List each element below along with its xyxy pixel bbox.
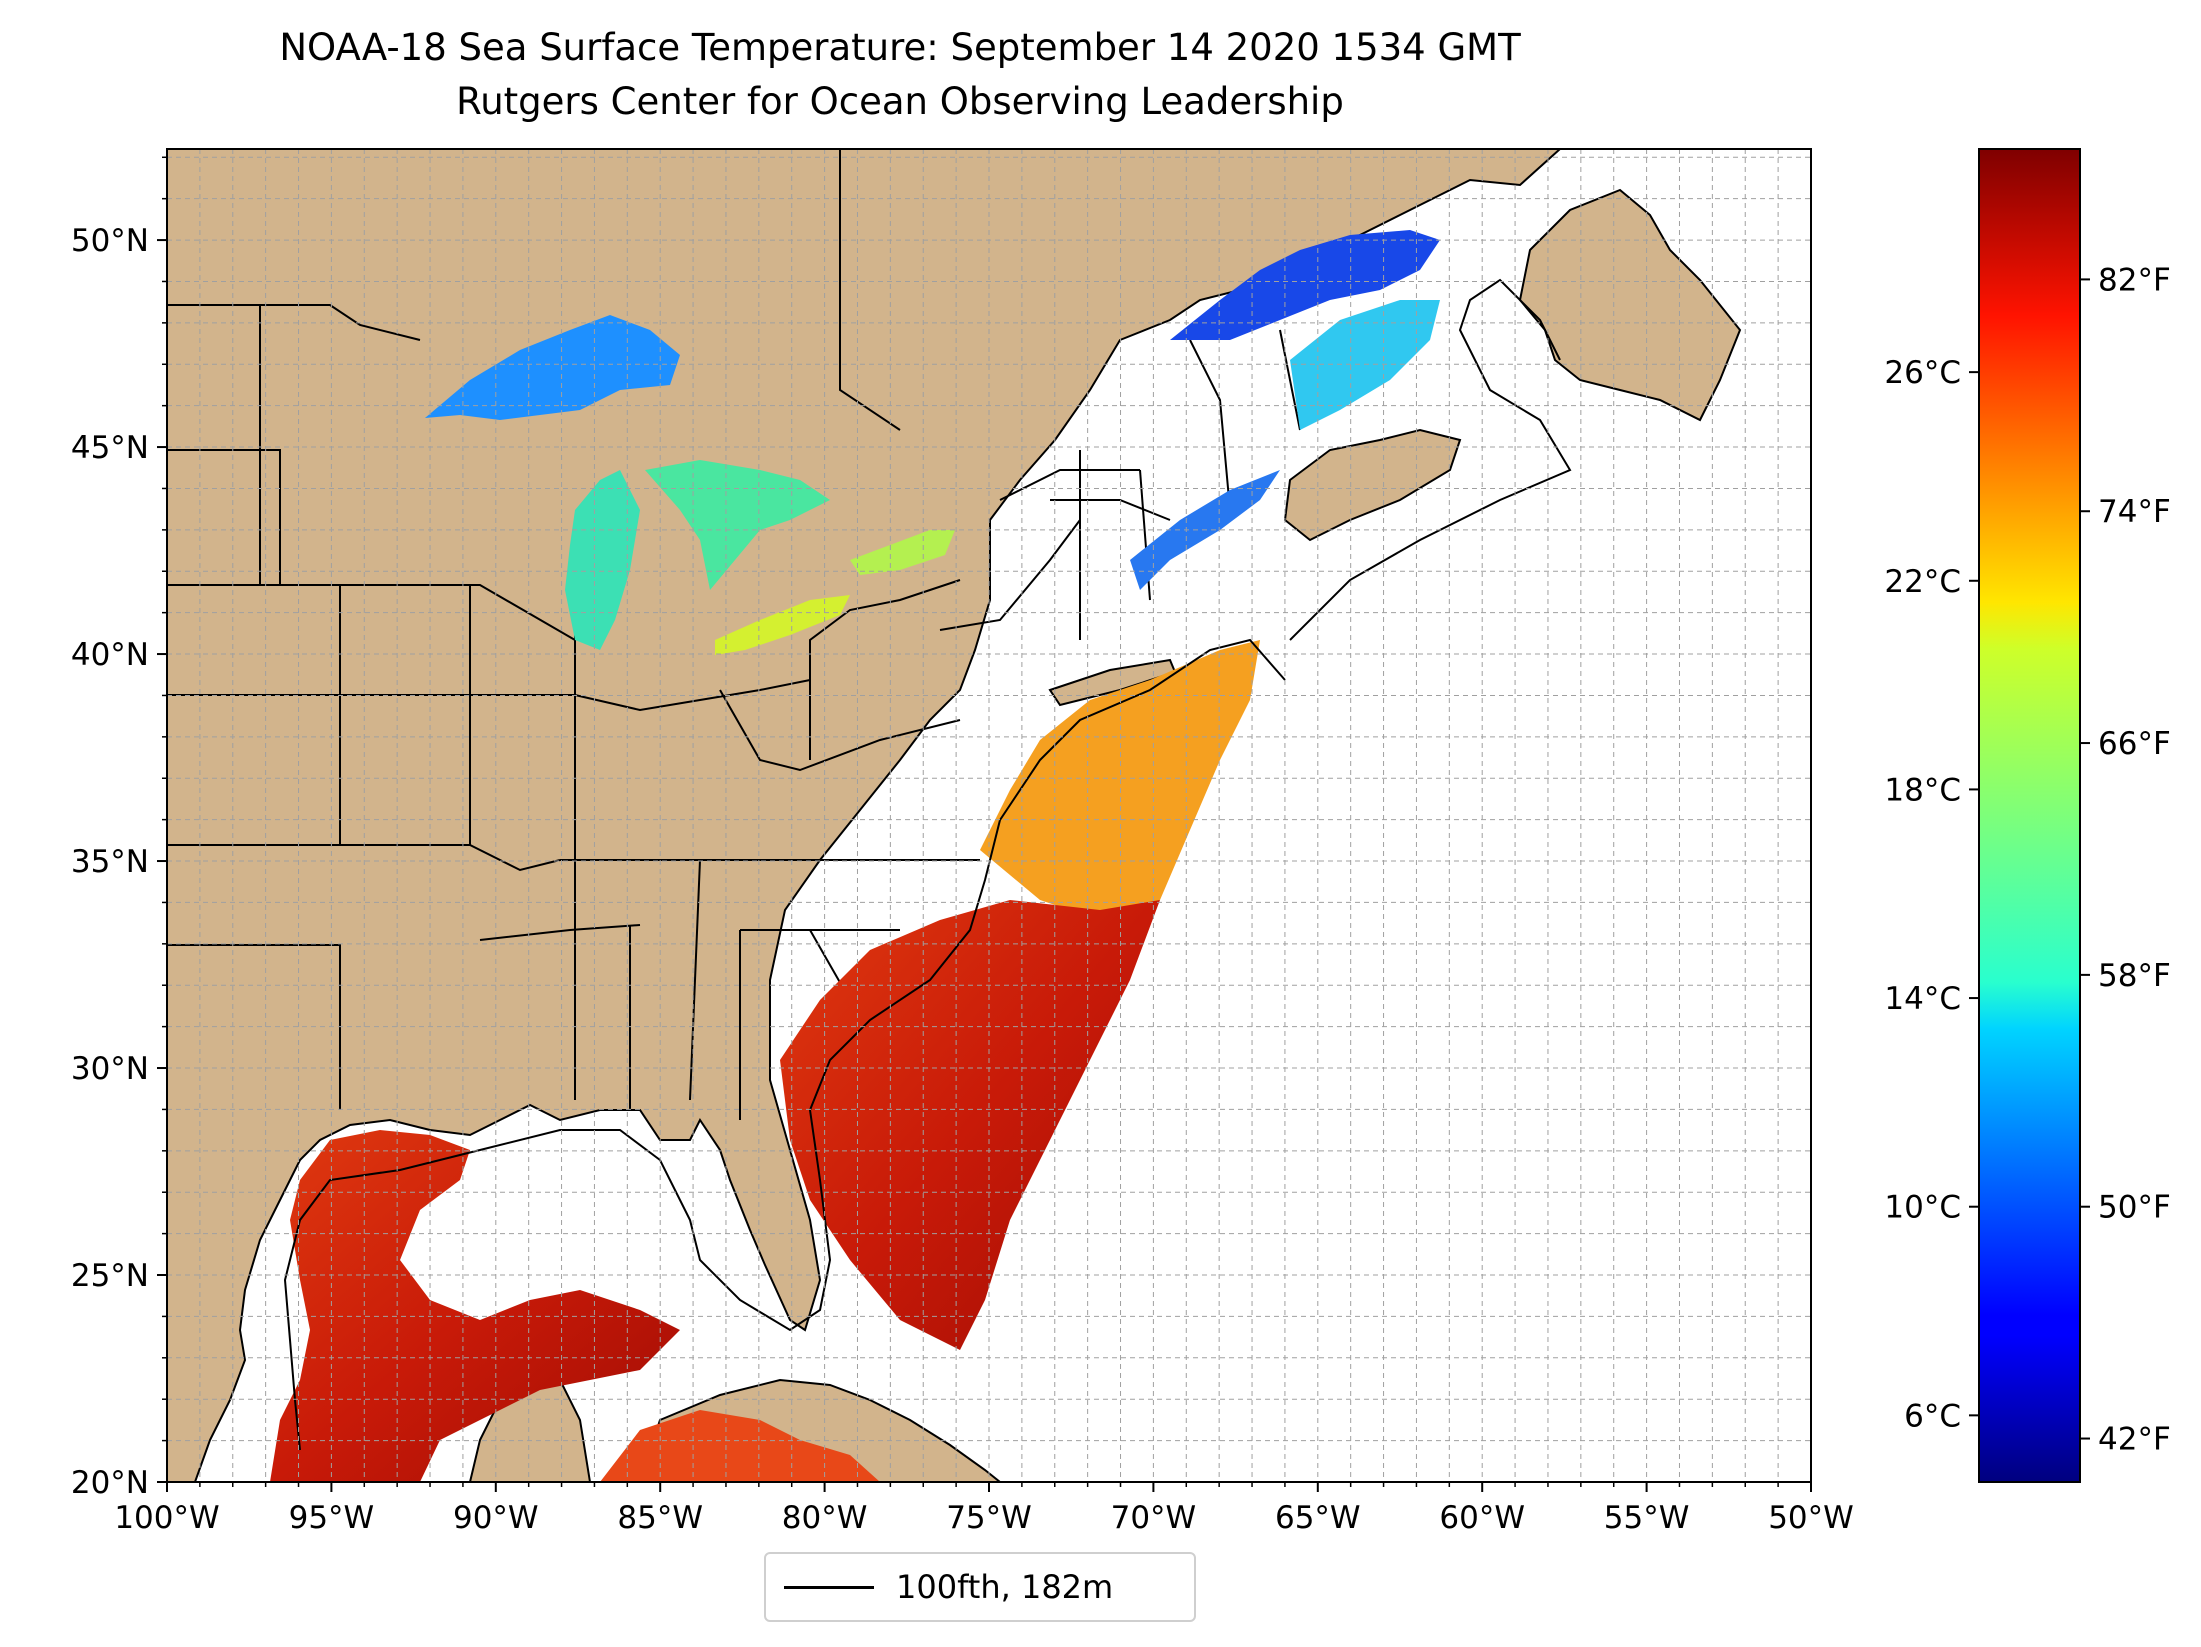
colorbar-fahrenheit-axis: 42°F 50°F 58°F 66°F 74°F 82°F: [2080, 262, 2171, 1458]
lon-tick-label: 95°W: [289, 1500, 375, 1536]
map-title: NOAA-18 Sea Surface Temperature: Septemb…: [279, 26, 1521, 69]
lat-lon-grid: [167, 149, 1811, 1482]
lake-huron-sst: [645, 460, 830, 590]
latitude-axis: 20°N 25°N 30°N 35°N 40°N 45°N 50°N: [71, 156, 167, 1501]
north-america-land: [167, 149, 1562, 1482]
celsius-tick-label: 22°C: [1884, 564, 1961, 600]
longitude-axis: 100°W 95°W 90°W 85°W 80°W 75°W 70°W 65°W 60°W 55°…: [114, 1482, 1854, 1536]
lat-tick-label: 50°N: [71, 223, 149, 259]
lon-tick-label: 60°W: [1439, 1500, 1525, 1536]
lat-tick-label: 25°N: [71, 1258, 149, 1294]
fahrenheit-tick-label: 74°F: [2098, 494, 2171, 530]
lat-tick-label: 30°N: [71, 1051, 149, 1087]
celsius-tick-label: 6°C: [1904, 1398, 1961, 1434]
gulf-st-lawrence-sst: [1170, 230, 1440, 340]
lon-tick-label: 80°W: [782, 1500, 868, 1536]
lake-michigan-sst: [565, 470, 640, 650]
atlantic-sst-swath-north: [980, 640, 1260, 920]
lon-tick-label: 85°W: [617, 1500, 703, 1536]
lon-tick-label: 100°W: [114, 1500, 219, 1536]
lake-erie-sst: [715, 595, 850, 655]
newfoundland-land: [1518, 188, 1742, 422]
lon-tick-label: 75°W: [946, 1500, 1032, 1536]
fahrenheit-tick-label: 82°F: [2098, 262, 2171, 298]
gulf-st-lawrence-south-sst: [1290, 300, 1440, 430]
lat-tick-label: 35°N: [71, 844, 149, 880]
map-subtitle: Rutgers Center for Ocean Observing Leade…: [456, 80, 1344, 123]
isobath-100fth-line: [283, 638, 1286, 1451]
celsius-tick-label: 26°C: [1884, 355, 1961, 391]
celsius-tick-label: 14°C: [1884, 981, 1961, 1017]
colorbar: [1978, 148, 2081, 1483]
lon-tick-label: 70°W: [1111, 1500, 1197, 1536]
celsius-tick-label: 10°C: [1884, 1190, 1961, 1226]
atlantic-sst-swath-south: [780, 900, 1160, 1350]
colorbar-celsius-axis: 6°C 10°C 14°C 18°C 22°C 26°C: [1884, 355, 1979, 1434]
lat-tick-label: 20°N: [71, 1465, 149, 1501]
map-legend: 100fth, 182m: [764, 1552, 1196, 1622]
lat-tick-label: 40°N: [71, 637, 149, 673]
fahrenheit-tick-label: 58°F: [2098, 958, 2171, 994]
lon-tick-label: 50°W: [1768, 1500, 1854, 1536]
fahrenheit-tick-label: 50°F: [2098, 1190, 2171, 1226]
lon-tick-label: 55°W: [1604, 1500, 1690, 1536]
lake-superior-sst: [425, 315, 680, 420]
legend-line-swatch: [784, 1585, 874, 1589]
caribbean-sst: [600, 1410, 880, 1482]
fahrenheit-tick-label: 42°F: [2098, 1422, 2171, 1458]
lake-ontario-sst: [850, 530, 955, 575]
lat-tick-label: 45°N: [71, 430, 149, 466]
fahrenheit-tick-label: 66°F: [2098, 726, 2171, 762]
lon-tick-label: 90°W: [453, 1500, 539, 1536]
lon-tick-label: 65°W: [1275, 1500, 1361, 1536]
celsius-tick-label: 18°C: [1884, 772, 1961, 808]
legend-label: 100fth, 182m: [896, 1568, 1114, 1606]
gulf-of-mexico-sst: [270, 1130, 680, 1482]
